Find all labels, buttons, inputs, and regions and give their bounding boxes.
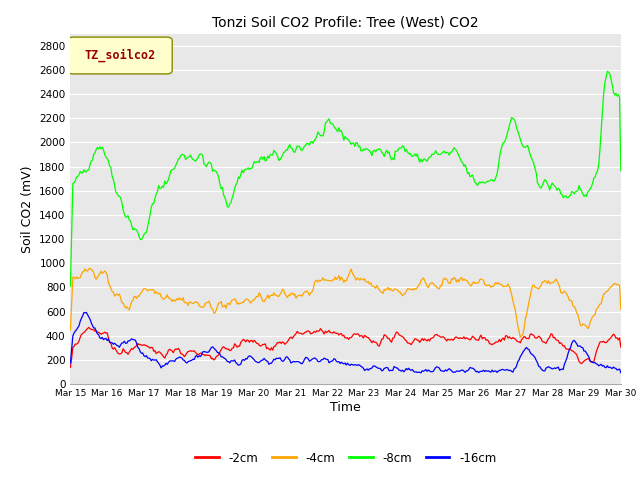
-16cm: [596, 362, 604, 368]
-16cm: [617, 370, 625, 375]
Title: Tonzi Soil CO2 Profile: Tree (West) CO2: Tonzi Soil CO2 Profile: Tree (West) CO2: [212, 16, 479, 30]
-4cm: [516, 335, 524, 340]
-2cm: [595, 342, 603, 348]
-2cm: [160, 354, 168, 360]
-2cm: [129, 347, 137, 352]
-4cm: [617, 307, 625, 312]
Line: -2cm: -2cm: [70, 327, 621, 367]
-8cm: [617, 168, 625, 174]
-16cm: [417, 370, 425, 376]
-16cm: [129, 336, 137, 342]
Y-axis label: Soil CO2 (mV): Soil CO2 (mV): [20, 165, 34, 252]
Line: -4cm: -4cm: [70, 268, 621, 337]
-2cm: [85, 324, 93, 330]
-8cm: [159, 183, 166, 189]
-4cm: [129, 298, 137, 303]
-8cm: [67, 283, 74, 289]
-2cm: [466, 337, 474, 343]
-8cm: [377, 147, 385, 153]
-4cm: [378, 289, 386, 295]
-8cm: [128, 223, 136, 228]
X-axis label: Time: Time: [330, 401, 361, 414]
FancyBboxPatch shape: [68, 37, 172, 74]
-8cm: [465, 169, 472, 175]
Legend: -2cm, -4cm, -8cm, -16cm: -2cm, -4cm, -8cm, -16cm: [190, 447, 501, 469]
-2cm: [67, 364, 74, 370]
-4cm: [611, 280, 618, 286]
-16cm: [467, 365, 475, 371]
-16cm: [611, 365, 618, 371]
-8cm: [610, 89, 618, 95]
-4cm: [86, 265, 94, 271]
-8cm: [604, 68, 611, 74]
-16cm: [378, 368, 386, 374]
-4cm: [596, 301, 604, 307]
-2cm: [378, 336, 386, 342]
-4cm: [160, 297, 168, 302]
-16cm: [67, 360, 74, 366]
-16cm: [83, 310, 90, 315]
Line: -8cm: -8cm: [70, 71, 621, 286]
-4cm: [466, 282, 474, 288]
-2cm: [610, 331, 618, 337]
Line: -16cm: -16cm: [70, 312, 621, 373]
-16cm: [160, 363, 168, 369]
Text: TZ_soilco2: TZ_soilco2: [84, 48, 156, 62]
-4cm: [67, 327, 74, 333]
-8cm: [594, 168, 602, 174]
-2cm: [617, 344, 625, 350]
